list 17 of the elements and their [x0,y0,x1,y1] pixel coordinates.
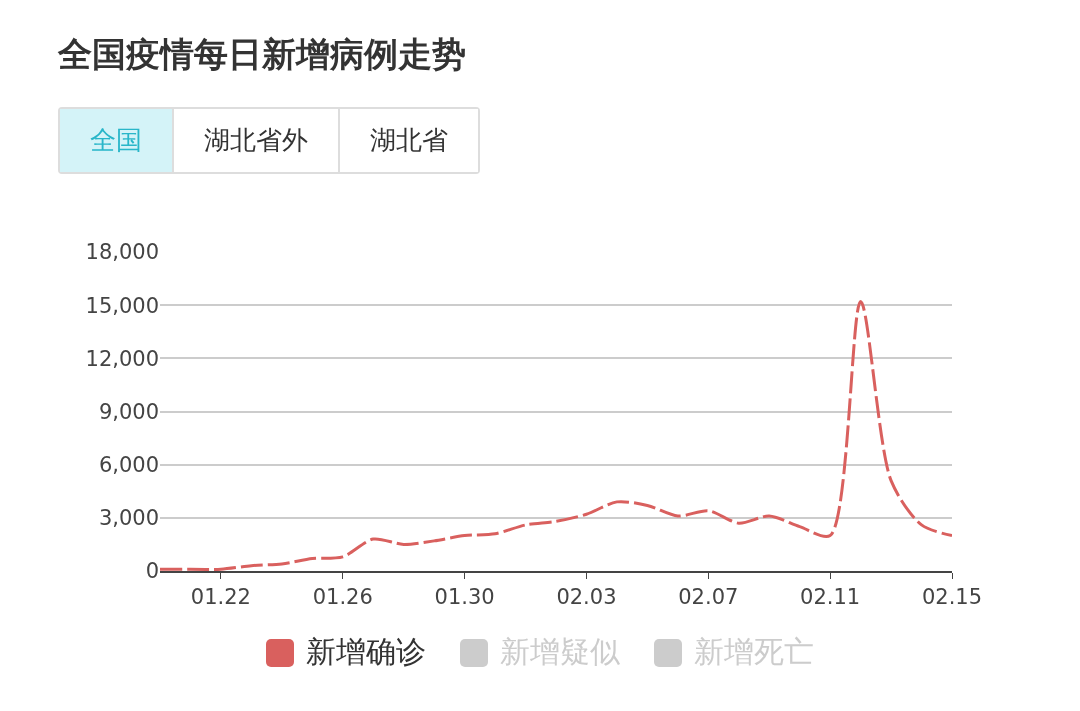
y-tick-label: 15,000 [85,293,159,318]
x-tick-label: 02.03 [556,585,617,610]
y-tick-label: 3,000 [98,506,159,531]
x-tick-label: 02.15 [921,585,983,610]
y-tick-label: 9,000 [98,399,159,424]
y-tick-label: 18,000 [85,240,159,265]
y-tick-label: 0 [145,559,159,584]
y-tick-label: 6,000 [98,453,159,478]
y-tick-label: 12,000 [85,346,159,371]
x-tick-label: 01.30 [434,585,495,610]
x-tick-label: 01.22 [190,585,251,610]
tab-button: 全国 [60,109,174,172]
legend-label: 新增确诊 [306,633,426,671]
chart-title: 全国疫情每日新增病例走势 [58,33,466,76]
x-tick-label: 02.11 [800,585,861,610]
x-tick-label: 02.07 [678,585,739,610]
x-tick-label: 01.26 [312,585,373,610]
